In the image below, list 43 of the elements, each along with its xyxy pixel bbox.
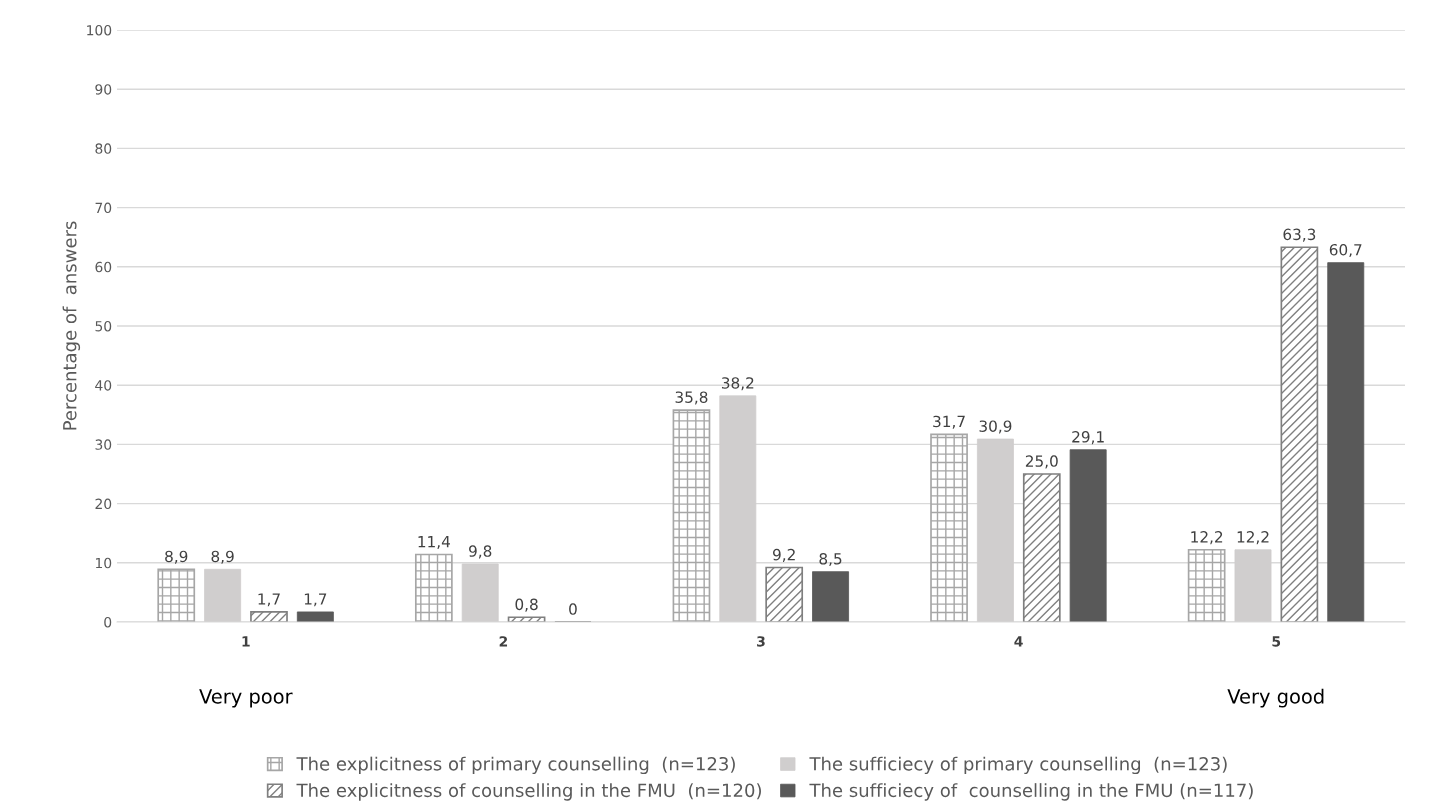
data-label: 1,7 bbox=[258, 593, 280, 607]
text: Very good bbox=[1227, 688, 1324, 708]
y-tick-label: 100 bbox=[87, 24, 112, 36]
x-tick-label: 4 bbox=[1014, 636, 1023, 647]
data-label: 12,2 bbox=[1191, 531, 1223, 545]
y-tick-label: 40 bbox=[95, 380, 112, 391]
data-label: 8,5 bbox=[819, 553, 842, 567]
x-tick-label: 2 bbox=[499, 636, 508, 647]
data-label: 12,2 bbox=[1237, 531, 1269, 545]
legend-label: The explicitness of primary counselling (n=123) bbox=[296, 756, 735, 775]
data-label: 1,7 bbox=[304, 593, 327, 607]
data-label: 29,1 bbox=[1072, 431, 1104, 445]
legend-label: The sufficiecy of primary counselling (n=123) bbox=[809, 756, 1227, 775]
x-tick-label: 1 bbox=[242, 636, 250, 647]
y-tick-label: 70 bbox=[95, 202, 112, 214]
data-label: 0,8 bbox=[515, 598, 538, 612]
data-label: 63,3 bbox=[1283, 228, 1316, 242]
legend-label: The sufficiecy of counselling in the FMU (n=117) bbox=[809, 783, 1253, 801]
data-label: 8,9 bbox=[211, 550, 234, 564]
data-label: 8,9 bbox=[165, 550, 188, 564]
data-label: 31,7 bbox=[933, 415, 965, 429]
data-label: 35,8 bbox=[675, 391, 708, 405]
data-label: 9,2 bbox=[773, 548, 795, 562]
data-label: 38,2 bbox=[721, 377, 754, 391]
y-tick-label: 30 bbox=[95, 439, 112, 450]
y-tick-label: 60 bbox=[95, 261, 112, 273]
x-tick-label: 5 bbox=[1272, 636, 1281, 647]
data-label: 25,0 bbox=[1025, 455, 1058, 469]
y-tick-label: 0 bbox=[104, 616, 112, 628]
data-label: 30,9 bbox=[979, 420, 1012, 434]
y-tick-label: 20 bbox=[95, 498, 112, 510]
data-label: 60,7 bbox=[1329, 243, 1362, 258]
y-tick-label: 90 bbox=[95, 84, 112, 95]
y-tick-label: 10 bbox=[95, 557, 112, 569]
data-label: 11,4 bbox=[418, 536, 450, 549]
text: Very poor bbox=[199, 689, 293, 708]
x-tick-label: 3 bbox=[757, 636, 765, 647]
legend-label: The explicitness of counselling in the FMU (n=120) bbox=[296, 783, 761, 801]
y-tick-label: 50 bbox=[95, 320, 112, 332]
y-tick-label: 80 bbox=[95, 143, 112, 154]
data-label: 9,8 bbox=[469, 545, 492, 559]
data-label: 0 bbox=[569, 603, 577, 615]
y-axis-title: Percentage of answers bbox=[62, 221, 81, 430]
